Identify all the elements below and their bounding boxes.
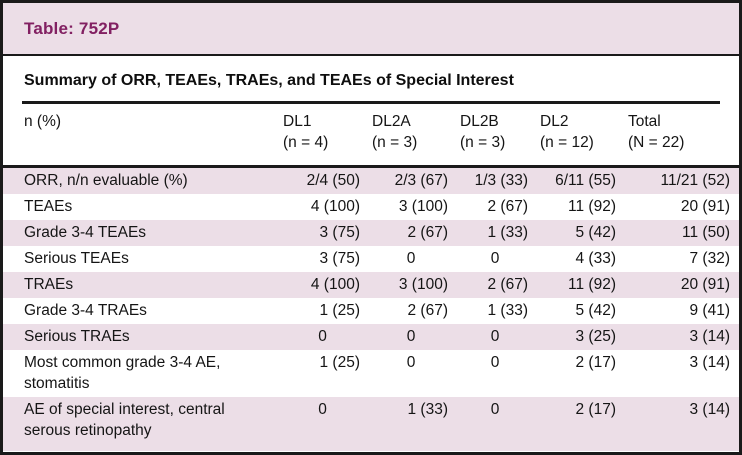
table-row: ORR, n/n evaluable (%) 2/4 (50) 2/3 (67) 1/… bbox=[3, 166, 739, 194]
summary-section: Summary of ORR, TEAEs, TRAEs, and TEAEs … bbox=[3, 56, 739, 104]
value-cell: 5 (42) bbox=[575, 302, 617, 319]
value-cell: 3 (25) bbox=[575, 328, 617, 345]
value-cell: 0 bbox=[406, 328, 416, 345]
value-cell: 0 bbox=[490, 354, 500, 371]
column-header: DL2 (n = 12) bbox=[537, 104, 625, 168]
value-cell: 1/3 (33) bbox=[474, 172, 528, 189]
row-label: Most common grade 3-4 AE, stomatitis bbox=[24, 354, 221, 392]
value-cell: 0 bbox=[318, 328, 327, 345]
header-top-rule bbox=[22, 101, 720, 104]
table-row: Grade 3-4 TEAEs 3 (75) 2 (67) 1 (33) 5 (42) 1… bbox=[3, 219, 739, 246]
row-label: TEAEs bbox=[24, 198, 73, 215]
table-row: Most common grade 3-4 AE, stomatitis 1 (2… bbox=[3, 350, 739, 397]
value-cell: 2 (67) bbox=[487, 198, 529, 215]
value-cell: 2 (67) bbox=[487, 276, 529, 293]
column-header: DL1 (n = 4) bbox=[280, 104, 369, 168]
value-cell: 0 bbox=[406, 354, 416, 371]
column-header-name: DL1 bbox=[283, 113, 312, 130]
table-row: TRAEs 4 (100) 3 (100) 2 (67) 11 (92) 20 (91) bbox=[3, 271, 739, 298]
value-cell: 2/3 (67) bbox=[394, 172, 448, 189]
column-header-label: n (%) bbox=[3, 104, 280, 168]
table-row: Grade 3-4 TRAEs 1 (25) 2 (67) 1 (33) 5 (42) 9… bbox=[3, 298, 739, 324]
value-cell: 2 (67) bbox=[407, 224, 449, 241]
value-cell: 3 (14) bbox=[689, 354, 731, 371]
row-label: Serious TEAEs bbox=[24, 250, 129, 267]
value-cell: 2/4 (50) bbox=[306, 172, 360, 189]
value-cell: 1 (33) bbox=[407, 401, 449, 418]
column-header-count: (n = 12) bbox=[540, 134, 594, 151]
column-header-count: (n = 3) bbox=[372, 134, 418, 151]
value-cell: 4 (100) bbox=[310, 198, 360, 215]
table-row: Serious TEAEs 3 (75) 0 0 4 (33) 7 (32) bbox=[3, 246, 739, 272]
table-row: TEAEs 4 (100) 3 (100) 2 (67) 11 (92) 20 (91) bbox=[3, 194, 739, 220]
column-header-name: DL2A bbox=[372, 113, 411, 130]
value-cell: 4 (100) bbox=[310, 276, 360, 293]
column-header: DL2B (n = 3) bbox=[457, 104, 537, 168]
value-cell: 4 (33) bbox=[575, 250, 617, 267]
table-tag: Table: 752P bbox=[24, 18, 120, 38]
value-cell: 7 (32) bbox=[689, 250, 731, 267]
value-cell: 11/21 (52) bbox=[660, 172, 730, 189]
value-cell: 11 (92) bbox=[568, 276, 616, 293]
value-cell: 20 (91) bbox=[680, 276, 730, 293]
value-cell: 9 (41) bbox=[689, 302, 731, 319]
value-cell: 1 (33) bbox=[487, 224, 529, 241]
row-label: AE of special interest, central serous r… bbox=[24, 401, 225, 439]
value-cell: 3 (75) bbox=[319, 250, 361, 267]
value-cell: 3 (100) bbox=[398, 276, 448, 293]
value-cell: 0 bbox=[490, 328, 500, 345]
value-cell: 6/11 (55) bbox=[555, 172, 616, 189]
table-body: ORR, n/n evaluable (%) 2/4 (50) 2/3 (67) 1/… bbox=[3, 166, 739, 451]
header-row: n (%) DL1 (n = 4) DL2A (n = 3) DL2B (n = 3) DL… bbox=[3, 104, 739, 168]
table-row: Serious TRAEs 0 0 0 3 (25) 3 (14) bbox=[3, 323, 739, 350]
value-cell: 3 (14) bbox=[689, 401, 731, 418]
value-cell: 20 (91) bbox=[680, 198, 730, 215]
value-cell: 11 (92) bbox=[568, 198, 616, 215]
value-cell: 1 (25) bbox=[319, 354, 361, 371]
column-header-count: (n = 3) bbox=[460, 134, 506, 151]
column-header: Total (N = 22) bbox=[625, 104, 739, 168]
row-label: Grade 3-4 TEAEs bbox=[24, 224, 147, 241]
table-header: n (%) DL1 (n = 4) DL2A (n = 3) DL2B (n = 3) DL… bbox=[3, 104, 739, 168]
value-cell: 2 (67) bbox=[407, 302, 449, 319]
value-cell: 0 bbox=[490, 250, 500, 267]
summary-table: n (%) DL1 (n = 4) DL2A (n = 3) DL2B (n = 3) DL… bbox=[3, 104, 739, 451]
table-title: Summary of ORR, TEAEs, TRAEs, and TEAEs … bbox=[24, 72, 514, 89]
value-cell: 0 bbox=[406, 250, 416, 267]
value-cell: 11 (50) bbox=[682, 224, 730, 241]
value-cell: 1 (25) bbox=[319, 302, 361, 319]
column-header-count: (N = 22) bbox=[628, 134, 685, 151]
column-header-name: DL2 bbox=[540, 113, 569, 130]
value-cell: 1 (33) bbox=[487, 302, 529, 319]
value-cell: 3 (100) bbox=[398, 198, 448, 215]
value-cell: 0 bbox=[318, 401, 327, 418]
row-label: ORR, n/n evaluable (%) bbox=[24, 172, 188, 189]
column-header-name: DL2B bbox=[460, 113, 499, 130]
value-cell: 3 (14) bbox=[689, 328, 731, 345]
value-cell: 2 (17) bbox=[575, 354, 617, 371]
column-header-count: (n = 4) bbox=[283, 134, 329, 151]
value-cell: 2 (17) bbox=[575, 401, 617, 418]
column-header: DL2A (n = 3) bbox=[369, 104, 457, 168]
row-label: Grade 3-4 TRAEs bbox=[24, 302, 147, 319]
table-tag-band: Table: 752P bbox=[3, 3, 739, 56]
column-header-name: Total bbox=[628, 113, 661, 130]
row-label: TRAEs bbox=[24, 276, 74, 293]
value-cell: 3 (75) bbox=[319, 224, 361, 241]
value-cell: 5 (42) bbox=[575, 224, 617, 241]
row-label: Serious TRAEs bbox=[24, 328, 130, 345]
value-cell: 0 bbox=[490, 401, 500, 418]
table-row: AE of special interest, central serous r… bbox=[3, 396, 739, 451]
